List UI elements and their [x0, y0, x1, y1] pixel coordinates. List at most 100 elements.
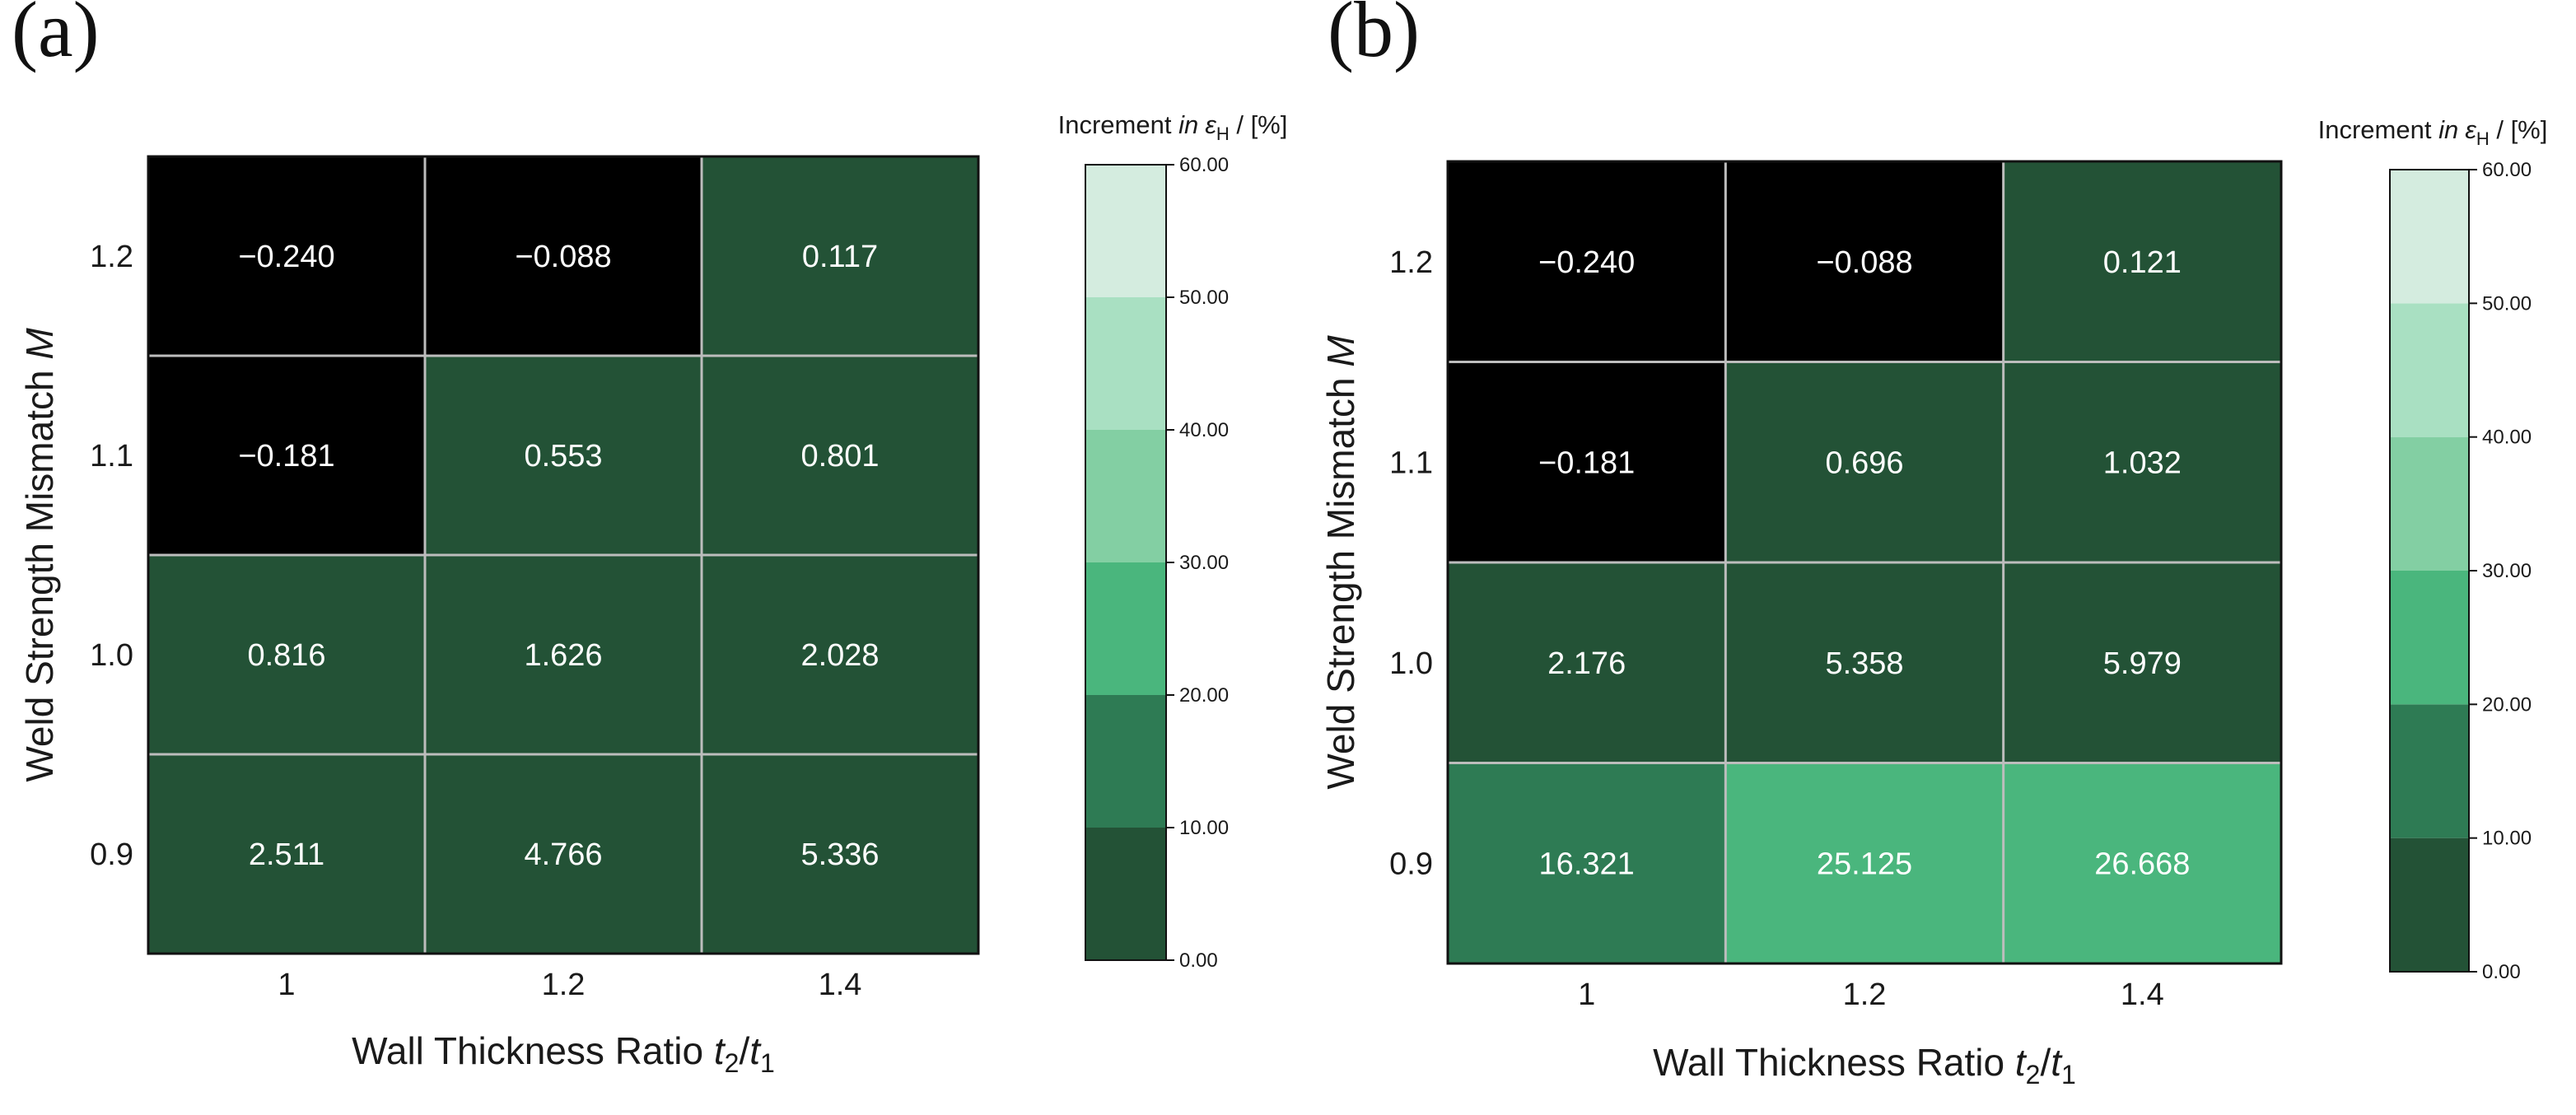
heatmap-cell: [1448, 161, 1726, 362]
heatmap-cell: [1725, 562, 2004, 763]
heatmap-cell: [425, 156, 702, 356]
x-axis-label: Wall Thickness Ratio t2/t1: [1653, 1041, 2076, 1089]
x-axis-label-part: t: [714, 1029, 726, 1072]
colorbar-tick-label: 40.00: [2482, 427, 2532, 449]
y-axis-label: Weld Strength Mismatch M: [1319, 335, 1362, 790]
colorbar-tick-label: 40.00: [1179, 419, 1229, 441]
heatmap-cell: [1725, 161, 2004, 362]
cell-value-label: 0.696: [1825, 446, 1903, 480]
cell-value-label: 0.117: [802, 240, 878, 274]
heatmap-cell: [425, 754, 702, 954]
y-tick-label: 1.0: [1389, 646, 1433, 681]
x-axis-label-part: 2: [725, 1048, 740, 1078]
cell-value-label: −0.240: [1538, 245, 1635, 280]
panel-label: (b): [1328, 0, 1420, 73]
colorbar-band: [2390, 837, 2469, 972]
cell-value-label: −0.240: [238, 240, 334, 274]
cell-value-label: 2.028: [800, 638, 879, 673]
x-axis-label-part: 2: [2026, 1060, 2041, 1089]
colorbar-band: [2390, 436, 2469, 571]
heatmap-cell: [1448, 362, 1726, 562]
colorbar-band: [1085, 297, 1166, 430]
x-axis-label-part: 1: [760, 1048, 775, 1078]
y-axis-label-part: Weld Strength Mismatch: [1319, 367, 1362, 790]
colorbar-title-part: in: [2438, 115, 2458, 144]
cell-value-label: 26.668: [2094, 847, 2190, 881]
y-tick-label: 1.1: [1389, 446, 1433, 480]
colorbar-tick-label: 50.00: [1179, 287, 1229, 309]
y-axis-label-part: M: [18, 328, 61, 360]
colorbar-title: Increment in εH / [%]: [2318, 115, 2548, 149]
colorbar-band: [2390, 571, 2469, 705]
plot-frame: [147, 155, 980, 955]
colorbar-tick-label: 60.00: [1179, 154, 1229, 176]
panel-b: (b) −0.240 −0.088 0.121 −0.181 0.696 1.032 2.17…: [1319, 0, 2547, 1089]
y-tick-label: 1.2: [1389, 245, 1433, 280]
colorbar-tick-label: 0.00: [1179, 949, 1218, 972]
cell-value-label: 25.125: [1817, 847, 1912, 881]
colorbar-tick-label: 10.00: [1179, 817, 1229, 839]
cell-value-label: 5.358: [1825, 646, 1903, 681]
colorbar-band: [2390, 303, 2469, 437]
colorbar-title: Increment in εH / [%]: [1058, 110, 1288, 144]
cell-value-label: −0.088: [1816, 245, 1912, 280]
cell-value-label: 1.626: [524, 638, 602, 673]
y-tick-label: 0.9: [90, 837, 133, 872]
cell-value-label: −0.088: [515, 240, 611, 274]
colorbar-tick-label: 0.00: [2482, 961, 2521, 983]
x-tick-label: 1.2: [1843, 977, 1887, 1012]
colorbar-title-part: ε: [2465, 115, 2476, 144]
x-tick-label: 1.4: [819, 968, 862, 1002]
x-tick-label: 1: [278, 968, 295, 1002]
colorbar-tick-label: 10.00: [2482, 828, 2532, 850]
heatmap-cell: [148, 754, 425, 954]
cell-value-label: 4.766: [524, 837, 602, 872]
y-axis-label-part: M: [1319, 335, 1362, 367]
cell-value-label: 0.553: [524, 439, 602, 474]
cell-value-label: 2.511: [249, 837, 324, 872]
colorbar-tick-label: 20.00: [1179, 684, 1229, 707]
plot-frame: [1446, 160, 2283, 965]
colorbar-title-part: ε: [1205, 110, 1216, 139]
x-tick-label: 1.2: [542, 968, 586, 1002]
cell-value-label: 0.816: [247, 638, 325, 673]
colorbar-band: [2390, 170, 2469, 304]
colorbar-band: [1085, 430, 1166, 562]
colorbar-title-part: / [%]: [1230, 110, 1288, 139]
y-tick-label: 1.2: [90, 240, 133, 274]
x-axis-label-part: /: [2040, 1041, 2051, 1084]
x-axis-label-part: Wall Thickness Ratio: [1653, 1041, 2015, 1084]
heatmap-cell: [425, 555, 702, 754]
colorbar-band: [1085, 828, 1166, 960]
x-axis-label-part: Wall Thickness Ratio: [352, 1029, 714, 1072]
x-axis-label-part: t: [749, 1029, 762, 1072]
heatmap-cell: [148, 356, 425, 555]
colorbar-band: [2390, 704, 2469, 838]
x-axis-label: Wall Thickness Ratio t2/t1: [352, 1029, 775, 1078]
colorbar-tick-label: 60.00: [2482, 159, 2532, 181]
heatmap-cell: [2003, 763, 2281, 963]
cell-value-label: 0.801: [800, 439, 879, 474]
colorbar-title-part: / [%]: [2490, 115, 2548, 144]
heatmap-cell: [1448, 763, 1726, 963]
cell-value-label: 5.979: [2103, 646, 2182, 681]
colorbar-tick-label: 50.00: [2482, 292, 2532, 315]
colorbar-title-part: Increment: [2318, 115, 2438, 144]
colorbar-title-part: Increment: [1058, 110, 1178, 139]
heatmap-cell: [1448, 562, 1726, 763]
x-tick-label: 1: [1578, 977, 1595, 1012]
y-tick-label: 1.0: [90, 638, 133, 673]
heatmap-cell: [2003, 562, 2281, 763]
heatmap-cell: [702, 156, 978, 356]
cell-value-label: −0.181: [1538, 446, 1635, 480]
x-axis-label-part: /: [739, 1029, 749, 1072]
colorbar-band: [1085, 165, 1166, 297]
heatmap-cell: [702, 555, 978, 754]
panel-a: (a) −0.240 −0.088 0.117 −0.181 0.553 0.801 0.81…: [12, 0, 1287, 1078]
x-axis-label-part: t: [2051, 1041, 2063, 1084]
colorbar-tick-label: 30.00: [2482, 560, 2532, 582]
colorbar-title-part: in: [1178, 110, 1198, 139]
heatmap-cell: [702, 754, 978, 954]
heatmap-cell: [1725, 763, 2004, 963]
